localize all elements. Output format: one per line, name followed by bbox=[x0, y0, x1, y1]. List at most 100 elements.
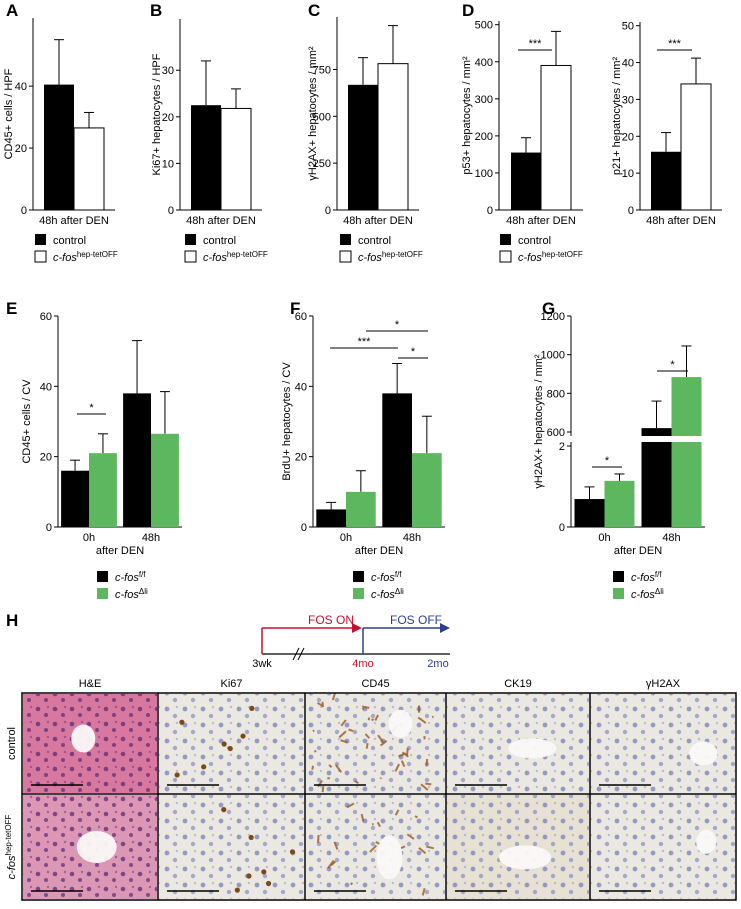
timeline-label: FOS ON bbox=[308, 613, 354, 627]
stained-cell bbox=[417, 716, 427, 724]
x-tick-label: 0h bbox=[598, 532, 610, 544]
vessel bbox=[376, 835, 403, 880]
legend-marker bbox=[35, 234, 46, 245]
y-tick-label: 0 bbox=[21, 205, 27, 217]
bar bbox=[377, 63, 409, 211]
y-tick-label: 800 bbox=[547, 388, 565, 400]
name-text: c-fos bbox=[115, 589, 139, 601]
stained-cell bbox=[327, 859, 335, 869]
column-header: CD45 bbox=[361, 678, 389, 690]
stained-cell bbox=[221, 741, 227, 747]
y-axis-label: γH2AX+ hepatocytes / mm² bbox=[307, 46, 319, 181]
legend-marker bbox=[184, 250, 197, 263]
x-tick-label: 48h bbox=[142, 532, 160, 544]
stained-cell bbox=[360, 813, 365, 822]
column-header: γH2AX bbox=[646, 678, 681, 690]
vessel bbox=[76, 831, 117, 863]
bar bbox=[73, 127, 105, 211]
vessel bbox=[689, 741, 718, 766]
axis-break bbox=[565, 436, 705, 442]
legend-label: control bbox=[203, 235, 236, 247]
panel-letter: A bbox=[6, 1, 18, 20]
stained-cell bbox=[354, 780, 359, 785]
y-tick-label: 0 bbox=[168, 205, 174, 217]
name-sup: hep-tetOFF bbox=[382, 250, 423, 259]
bar bbox=[382, 393, 412, 527]
significance-label: *** bbox=[358, 336, 372, 348]
bar bbox=[511, 152, 541, 210]
y-axis-label: CD45+ cells / CV bbox=[21, 379, 33, 464]
name-text: c-fos bbox=[53, 252, 77, 264]
name-sup: f/f bbox=[395, 570, 402, 579]
y-tick-label: 0 bbox=[325, 205, 331, 217]
y-tick-label: 0 bbox=[46, 522, 52, 534]
legend-label: control bbox=[518, 235, 551, 247]
timeline-label: 3wk bbox=[252, 658, 272, 670]
timeline-label: 2mo bbox=[427, 658, 448, 670]
name-sup: hep-tetOFF bbox=[227, 250, 268, 259]
bar bbox=[641, 428, 672, 527]
stained-cell bbox=[425, 758, 429, 767]
y-tick-label: 40 bbox=[15, 81, 27, 93]
chart: A CD45+ cells / HPF 0 20 40 48h after DEN cont… bbox=[3, 1, 118, 264]
chart: B Ki67+ hepatocytes / HPF 0 10 20 30 48h after… bbox=[150, 1, 268, 264]
bar bbox=[346, 491, 376, 527]
column-header: CK19 bbox=[504, 678, 532, 690]
name-text: c-fos bbox=[631, 572, 655, 584]
legend-marker bbox=[353, 571, 364, 582]
x-tick-label: 48h bbox=[403, 532, 421, 544]
y-tick-label: 0 bbox=[559, 522, 565, 534]
y-tick-label: 0 bbox=[628, 205, 634, 217]
y-tick-label: 20 bbox=[295, 452, 307, 464]
arrow-head bbox=[440, 623, 450, 633]
stained-cell bbox=[425, 782, 432, 786]
significance-label: *** bbox=[529, 38, 543, 50]
y-tick-label: 400 bbox=[475, 57, 493, 69]
x-axis-label: after DEN bbox=[355, 545, 403, 557]
legend-label: c-foshep-tetOFF bbox=[203, 250, 268, 265]
legend-marker bbox=[97, 571, 108, 582]
stained-cell bbox=[367, 717, 371, 721]
y-tick-label: 300 bbox=[475, 94, 493, 106]
bar bbox=[604, 480, 635, 527]
y-tick-label: 500 bbox=[313, 111, 331, 123]
x-tick-label: 48h after DEN bbox=[39, 215, 109, 227]
stained-cell bbox=[240, 733, 246, 739]
vessel bbox=[499, 845, 552, 870]
y-tick-label: 10 bbox=[162, 158, 174, 170]
stained-cell bbox=[328, 764, 333, 768]
y-tick-label: 20 bbox=[162, 112, 174, 124]
bar bbox=[680, 83, 712, 211]
y-tick-label: 60 bbox=[40, 311, 52, 323]
stained-cell bbox=[414, 815, 418, 819]
name-text: c-fos bbox=[371, 589, 395, 601]
y-tick-label: 30 bbox=[622, 94, 634, 106]
name-sup: f/f bbox=[139, 570, 146, 579]
stained-cell bbox=[249, 705, 255, 711]
column-header: H&E bbox=[79, 678, 102, 690]
stained-cell bbox=[340, 719, 347, 727]
name-sup: hep-tetOFF bbox=[77, 250, 118, 259]
y-axis-label: p53+ hepatocytes / mm² bbox=[461, 56, 473, 175]
y-tick-label: 2 bbox=[559, 441, 565, 453]
name-text: control bbox=[358, 235, 391, 247]
stained-cell bbox=[394, 763, 400, 772]
stained-cell bbox=[394, 809, 400, 816]
stained-cell bbox=[313, 749, 317, 753]
stained-cell bbox=[221, 807, 227, 813]
name-text: c-fos bbox=[631, 589, 655, 601]
name-sup: Δli bbox=[139, 587, 148, 596]
y-tick-label: 40 bbox=[40, 381, 52, 393]
y-tick-label: 20 bbox=[15, 143, 27, 155]
legend-marker bbox=[500, 234, 511, 245]
significance-label: * bbox=[411, 346, 416, 358]
legend-marker bbox=[340, 234, 351, 245]
x-tick-label: 48h after DEN bbox=[343, 215, 413, 227]
vessel bbox=[508, 738, 557, 759]
micrograph-nuclei bbox=[306, 694, 445, 793]
legend-label: c-fosf/f bbox=[371, 570, 402, 585]
significance-label: * bbox=[670, 359, 675, 371]
stained-cell bbox=[420, 783, 429, 791]
legend-label: c-foshep-tetOFF bbox=[53, 250, 118, 265]
